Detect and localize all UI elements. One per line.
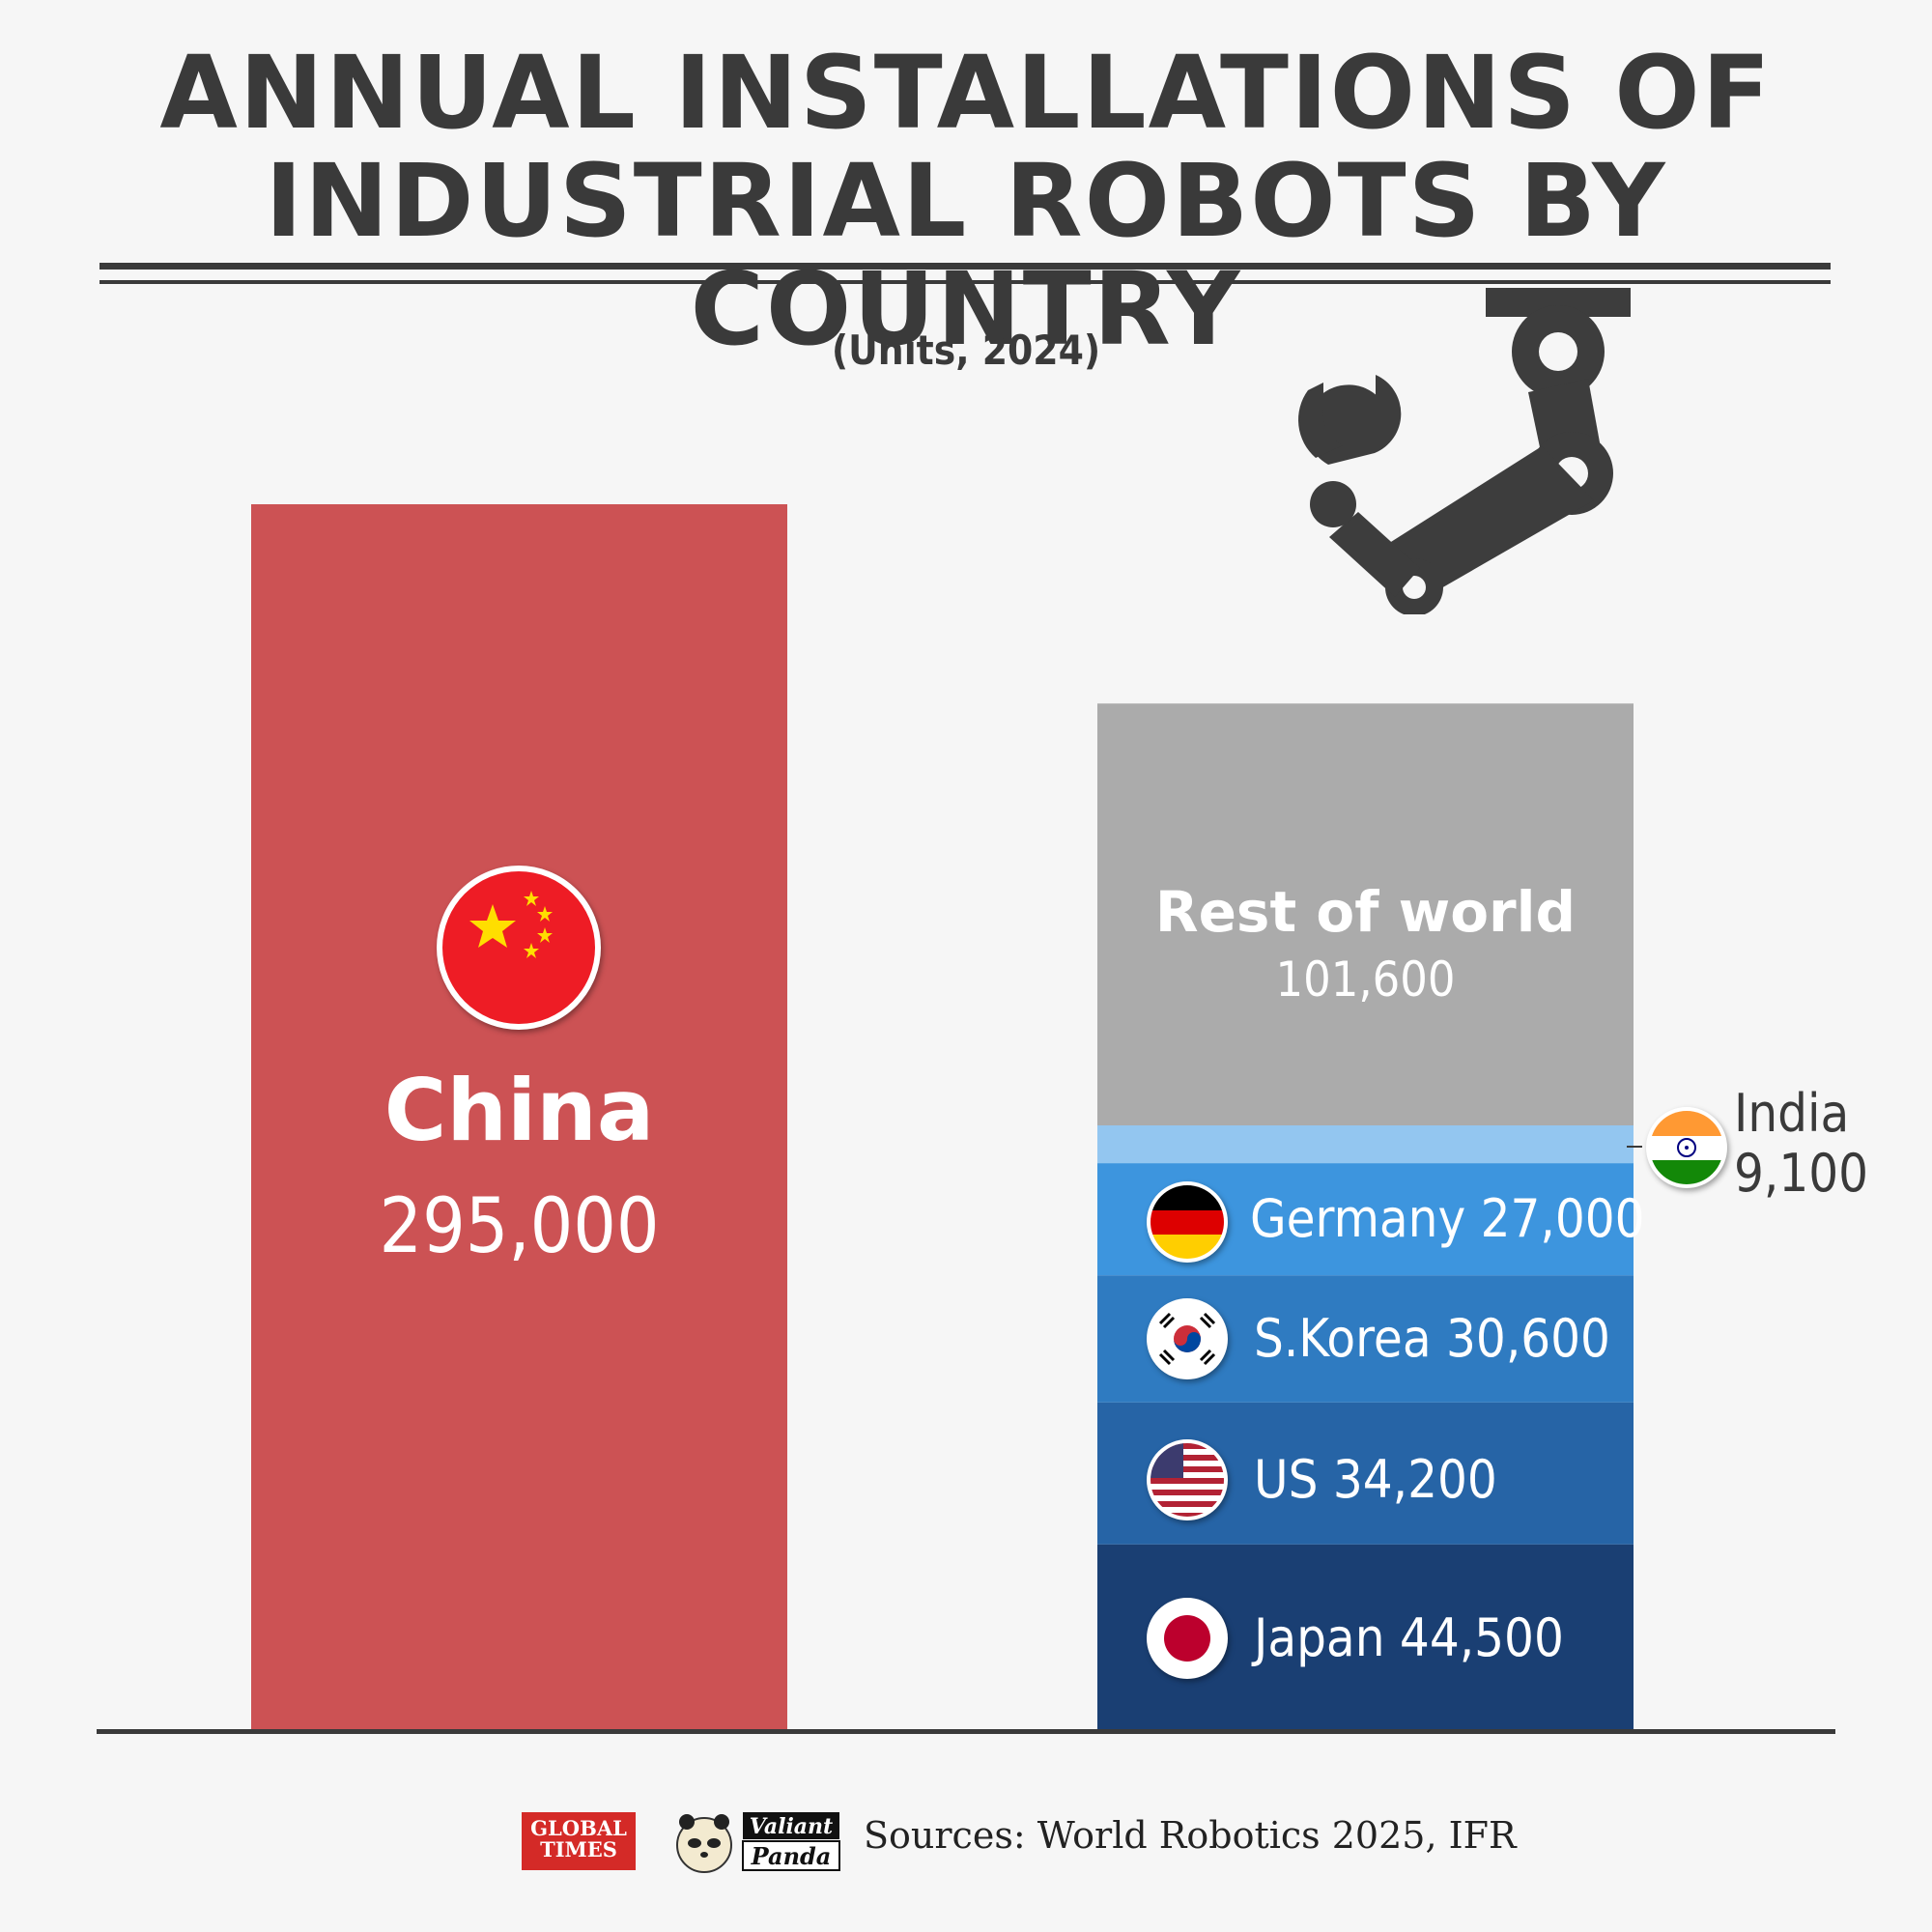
- title-line-2: INDUSTRIAL ROBOTS BY COUNTRY: [265, 142, 1667, 368]
- rest-of-world-label: Rest of world: [1154, 879, 1577, 945]
- bar-segment-india: [1097, 1125, 1634, 1164]
- china-label: China: [384, 1061, 655, 1160]
- south-korea-flag-icon: [1147, 1298, 1228, 1379]
- japan-label: Japan 44,500: [1254, 1607, 1564, 1668]
- south-korea-label: S.Korea 30,600: [1254, 1308, 1610, 1369]
- us-flag-icon: [1147, 1439, 1228, 1520]
- vp-logo-line1: Valiant: [750, 1814, 833, 1839]
- vp-logo-line2: Panda: [751, 1842, 832, 1870]
- us-label: US 34,200: [1254, 1449, 1497, 1510]
- india-annotation: India 9,100: [1734, 1084, 1868, 1204]
- bar-segment-china: [251, 504, 787, 1729]
- valiant-panda-logo: Valiant Panda: [676, 1812, 840, 1873]
- footer: GLOBAL TIMES Valiant Panda Sources: Worl…: [522, 1808, 1517, 1876]
- rest-of-world-value: 101,600: [1275, 952, 1456, 1008]
- robot-arm-icon: [1298, 288, 1631, 614]
- gt-logo-line2: TIMES: [540, 1837, 617, 1861]
- baseline: [97, 1729, 1835, 1734]
- global-times-logo: GLOBAL TIMES: [522, 1812, 636, 1870]
- china-value: 295,000: [379, 1183, 660, 1270]
- bar-segment-rest-of-world: [1097, 703, 1634, 1125]
- title-underline: [99, 263, 1831, 270]
- japan-flag-icon: [1147, 1598, 1228, 1679]
- title-underline-thin: [99, 280, 1831, 284]
- germany-label: Germany 27,000: [1250, 1188, 1645, 1249]
- china-flag-icon: [437, 866, 601, 1030]
- title-line-1: ANNUAL INSTALLATIONS OF: [159, 34, 1773, 152]
- india-label: India: [1734, 1083, 1850, 1144]
- chart-title: ANNUAL INSTALLATIONS OF INDUSTRIAL ROBOT…: [0, 39, 1932, 363]
- germany-flag-icon: [1147, 1181, 1228, 1263]
- india-value: 9,100: [1734, 1143, 1869, 1204]
- chart-subtitle: (Units, 2024): [831, 327, 1101, 374]
- source-note: Sources: World Robotics 2025, IFR: [864, 1814, 1517, 1857]
- gt-logo-line1: GLOBAL: [530, 1816, 627, 1840]
- india-flag-icon: [1646, 1107, 1727, 1188]
